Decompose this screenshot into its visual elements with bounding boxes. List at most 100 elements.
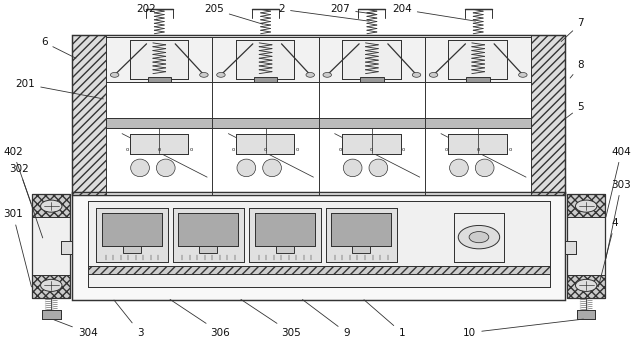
Bar	[106, 118, 531, 128]
Bar	[130, 40, 188, 79]
Circle shape	[412, 73, 421, 77]
Circle shape	[41, 200, 62, 212]
Text: o: o	[338, 147, 342, 153]
Text: 5: 5	[561, 102, 584, 122]
Bar	[352, 246, 370, 253]
Text: 306: 306	[170, 299, 230, 338]
Bar	[565, 242, 577, 254]
Bar	[32, 194, 70, 217]
Bar	[531, 36, 565, 195]
Bar	[454, 214, 504, 262]
Bar	[249, 208, 321, 262]
Bar	[254, 77, 277, 82]
Bar	[173, 208, 244, 262]
Bar	[236, 134, 294, 154]
Bar	[577, 310, 596, 319]
Text: 302: 302	[10, 164, 43, 238]
Text: 10: 10	[463, 319, 584, 338]
Bar	[567, 194, 605, 217]
Bar	[213, 37, 319, 82]
Bar	[319, 37, 425, 82]
Text: o: o	[189, 147, 193, 153]
Bar	[448, 134, 507, 154]
Circle shape	[306, 73, 314, 77]
Circle shape	[519, 73, 527, 77]
Text: o: o	[157, 147, 161, 153]
Bar	[106, 118, 531, 128]
Text: 205: 205	[204, 5, 263, 24]
Text: o: o	[264, 147, 267, 153]
Text: 404: 404	[606, 147, 631, 217]
Circle shape	[199, 73, 208, 77]
Bar	[342, 134, 401, 154]
Circle shape	[575, 200, 597, 212]
Ellipse shape	[131, 159, 149, 177]
Bar	[567, 194, 605, 217]
Bar	[123, 246, 141, 253]
Bar	[326, 208, 397, 262]
Circle shape	[458, 225, 500, 249]
Bar	[255, 214, 315, 246]
Text: 304: 304	[54, 320, 98, 338]
Ellipse shape	[476, 159, 494, 177]
Bar	[88, 201, 550, 287]
Bar	[32, 194, 70, 298]
Bar	[448, 40, 507, 79]
Bar	[32, 217, 70, 275]
Text: o: o	[232, 147, 236, 153]
Bar	[342, 40, 401, 79]
Bar	[331, 214, 391, 246]
Bar	[61, 242, 72, 254]
Bar	[577, 310, 596, 319]
Bar	[130, 40, 188, 79]
Text: o: o	[509, 147, 512, 153]
Text: 402: 402	[3, 147, 31, 203]
Bar	[213, 37, 319, 82]
Text: 2: 2	[278, 5, 369, 21]
Bar	[106, 37, 213, 82]
Circle shape	[575, 279, 597, 291]
Bar	[567, 275, 605, 298]
Bar	[567, 217, 605, 275]
Bar	[236, 134, 294, 154]
Circle shape	[323, 73, 331, 77]
Text: 4: 4	[598, 218, 618, 287]
Text: 201: 201	[15, 79, 104, 99]
Bar	[32, 275, 70, 298]
Bar	[72, 36, 565, 195]
Bar	[255, 214, 315, 246]
Bar	[276, 246, 294, 253]
Bar	[331, 214, 391, 246]
Bar	[249, 208, 321, 262]
Bar	[106, 37, 213, 82]
Bar	[567, 217, 605, 275]
Bar	[360, 77, 384, 82]
Text: 9: 9	[302, 299, 350, 338]
Bar	[102, 214, 162, 246]
Bar	[199, 246, 217, 253]
Text: 3: 3	[114, 300, 144, 338]
Bar	[32, 275, 70, 298]
Text: o: o	[126, 147, 129, 153]
Bar	[454, 214, 504, 262]
Bar	[97, 208, 168, 262]
Ellipse shape	[344, 159, 362, 177]
Text: 303: 303	[606, 180, 631, 259]
Ellipse shape	[450, 159, 468, 177]
Ellipse shape	[369, 159, 388, 177]
Text: 305: 305	[241, 299, 301, 338]
Bar	[147, 77, 171, 82]
Text: o: o	[402, 147, 406, 153]
Bar	[342, 40, 401, 79]
Text: 207: 207	[330, 5, 375, 14]
Text: o: o	[444, 147, 448, 153]
Bar	[342, 134, 401, 154]
Bar	[32, 194, 70, 217]
Bar	[102, 214, 162, 246]
Text: 301: 301	[3, 209, 32, 287]
Bar	[326, 208, 397, 262]
Bar	[467, 77, 490, 82]
Text: 7: 7	[561, 18, 584, 42]
Bar	[72, 36, 106, 195]
Bar	[72, 192, 565, 300]
